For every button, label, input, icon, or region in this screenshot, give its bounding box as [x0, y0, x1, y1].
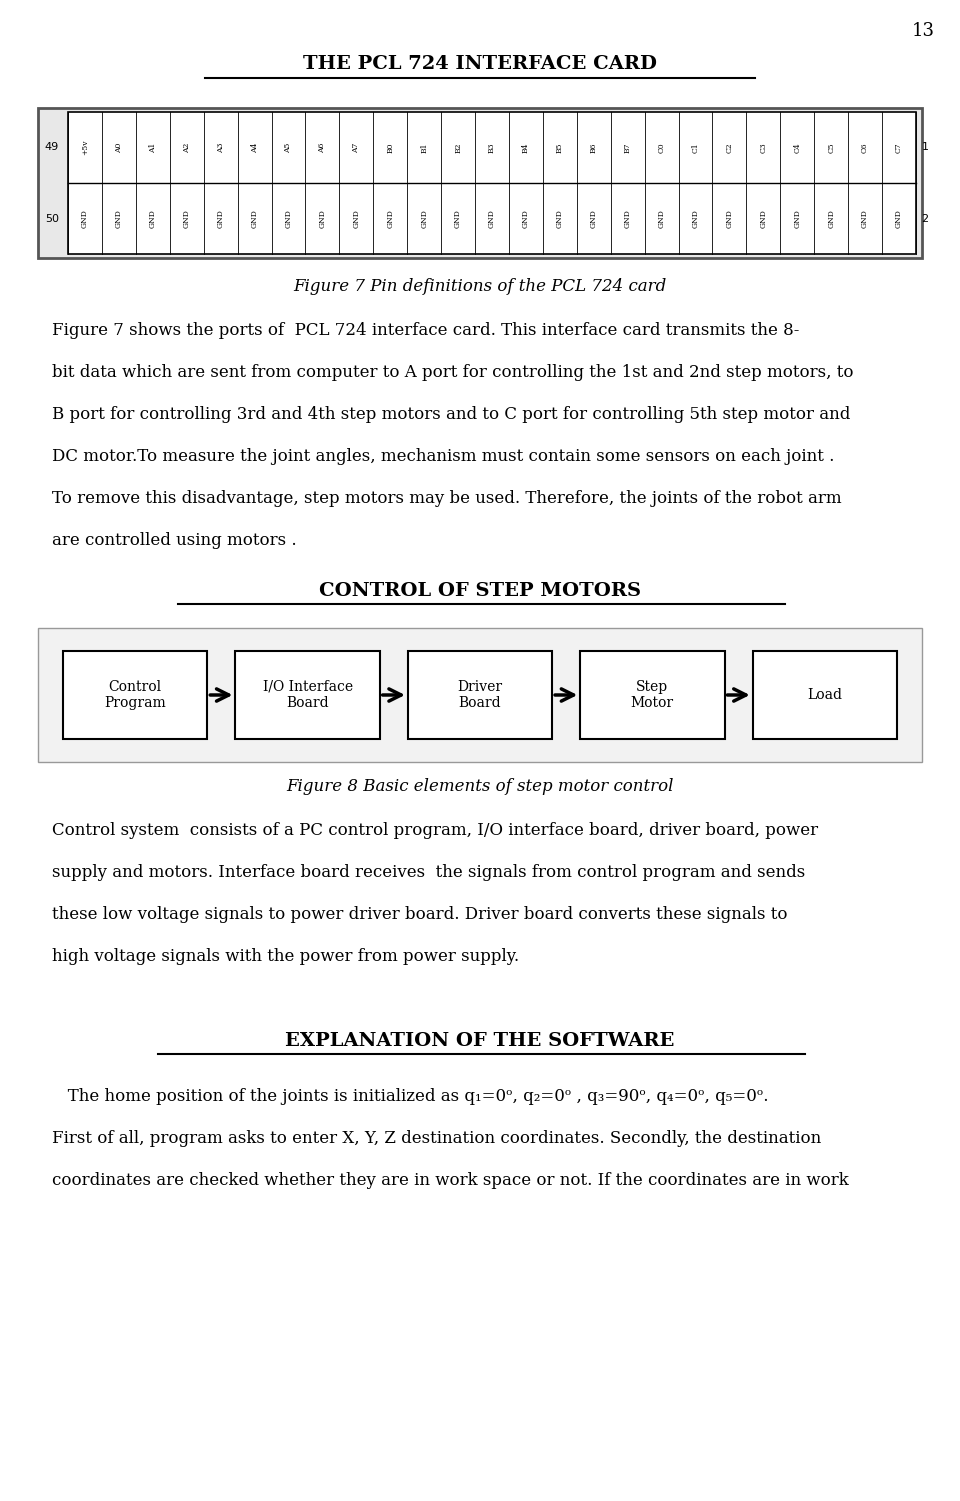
Text: GND: GND	[589, 209, 598, 228]
Bar	[38, 108, 922, 258]
Text: GND: GND	[386, 209, 395, 228]
Text: GND: GND	[81, 209, 89, 228]
Text: DC motor.To measure the joint angles, mechanism must contain some sensors on eac: DC motor.To measure the joint angles, me…	[52, 447, 834, 465]
Text: C6: C6	[861, 143, 869, 153]
Text: B1: B1	[420, 143, 428, 153]
Text: 49: 49	[45, 143, 60, 153]
Text: A6: A6	[319, 143, 326, 153]
Text: C4: C4	[793, 143, 802, 153]
Bar	[68, 113, 916, 254]
Text: GND: GND	[352, 209, 360, 228]
Text: A4: A4	[251, 143, 258, 153]
Text: A2: A2	[182, 143, 191, 153]
Text: C3: C3	[759, 143, 767, 153]
Text: C0: C0	[658, 143, 665, 153]
Text: B7: B7	[624, 143, 632, 153]
Text: EXPLANATION OF THE SOFTWARE: EXPLANATION OF THE SOFTWARE	[285, 1033, 675, 1051]
Text: I/O Interface
Board: I/O Interface Board	[262, 680, 352, 710]
Text: 50: 50	[45, 213, 59, 224]
Text: First of all, program asks to enter X, Y, Z destination coordinates. Secondly, t: First of all, program asks to enter X, Y…	[52, 1130, 821, 1147]
Text: B port for controlling 3rd and 4th step motors and to C port for controlling 5th: B port for controlling 3rd and 4th step …	[52, 405, 851, 423]
Text: +5v: +5v	[81, 140, 89, 155]
Text: GND: GND	[217, 209, 225, 228]
Text: B0: B0	[386, 143, 395, 153]
Text: GND: GND	[726, 209, 733, 228]
Text: C5: C5	[828, 143, 835, 153]
Text: To remove this disadvantage, step motors may be used. Therefore, the joints of t: To remove this disadvantage, step motors…	[52, 489, 842, 507]
Bar	[38, 627, 922, 763]
Text: GND: GND	[522, 209, 530, 228]
Text: A1: A1	[149, 143, 156, 153]
Text: GND: GND	[182, 209, 191, 228]
Text: GND: GND	[488, 209, 496, 228]
Text: GND: GND	[895, 209, 903, 228]
Text: GND: GND	[691, 209, 700, 228]
Bar	[753, 651, 897, 738]
Text: GND: GND	[658, 209, 665, 228]
Bar	[63, 651, 207, 738]
Text: are controlled using motors .: are controlled using motors .	[52, 531, 297, 549]
Text: 13: 13	[912, 23, 935, 41]
Text: A5: A5	[284, 143, 293, 153]
Text: A7: A7	[352, 143, 360, 153]
Text: GND: GND	[793, 209, 802, 228]
Text: B6: B6	[589, 143, 598, 153]
Text: GND: GND	[861, 209, 869, 228]
Text: GND: GND	[284, 209, 293, 228]
Text: B3: B3	[488, 143, 496, 153]
Text: C2: C2	[726, 143, 733, 153]
Text: B2: B2	[454, 143, 462, 153]
Text: Figure 7 Pin definitions of the PCL 724 card: Figure 7 Pin definitions of the PCL 724 …	[294, 278, 666, 296]
Text: The home position of the joints is initialized as q₁=0ᵒ, q₂=0ᵒ , q₃=90ᵒ, q₄=0ᵒ, : The home position of the joints is initi…	[52, 1088, 769, 1105]
Text: GND: GND	[251, 209, 258, 228]
Text: GND: GND	[454, 209, 462, 228]
Text: Control system  consists of a PC control program, I/O interface board, driver bo: Control system consists of a PC control …	[52, 823, 818, 839]
Text: GND: GND	[420, 209, 428, 228]
Bar	[408, 651, 552, 738]
Text: C7: C7	[895, 143, 903, 153]
Text: B4: B4	[522, 143, 530, 153]
Text: GND: GND	[115, 209, 123, 228]
Text: Figure 8 Basic elements of step motor control: Figure 8 Basic elements of step motor co…	[286, 778, 674, 796]
Text: THE PCL 724 INTERFACE CARD: THE PCL 724 INTERFACE CARD	[303, 56, 657, 74]
Text: Driver
Board: Driver Board	[457, 680, 503, 710]
Text: Control
Program: Control Program	[105, 680, 166, 710]
Text: B5: B5	[556, 143, 564, 153]
Text: CONTROL OF STEP MOTORS: CONTROL OF STEP MOTORS	[319, 582, 641, 600]
Text: GND: GND	[828, 209, 835, 228]
Text: Figure 7 shows the ports of  PCL 724 interface card. This interface card transmi: Figure 7 shows the ports of PCL 724 inte…	[52, 323, 800, 339]
Text: GND: GND	[319, 209, 326, 228]
Text: Load: Load	[807, 687, 842, 702]
Bar	[235, 651, 380, 738]
Text: supply and motors. Interface board receives  the signals from control program an: supply and motors. Interface board recei…	[52, 865, 805, 881]
Text: A3: A3	[217, 143, 225, 153]
Text: high voltage signals with the power from power supply.: high voltage signals with the power from…	[52, 949, 519, 965]
Text: 2: 2	[922, 213, 928, 224]
Text: GND: GND	[556, 209, 564, 228]
Text: A0: A0	[115, 143, 123, 153]
Text: Step
Motor: Step Motor	[631, 680, 674, 710]
Text: GND: GND	[149, 209, 156, 228]
Text: bit data which are sent from computer to A port for controlling the 1st and 2nd : bit data which are sent from computer to…	[52, 365, 853, 381]
Text: GND: GND	[624, 209, 632, 228]
Text: these low voltage signals to power driver board. Driver board converts these sig: these low voltage signals to power drive…	[52, 907, 787, 923]
Text: GND: GND	[759, 209, 767, 228]
Text: C1: C1	[691, 143, 700, 153]
Text: 1: 1	[922, 143, 928, 153]
Bar	[580, 651, 725, 738]
Text: coordinates are checked whether they are in work space or not. If the coordinate: coordinates are checked whether they are…	[52, 1172, 849, 1189]
